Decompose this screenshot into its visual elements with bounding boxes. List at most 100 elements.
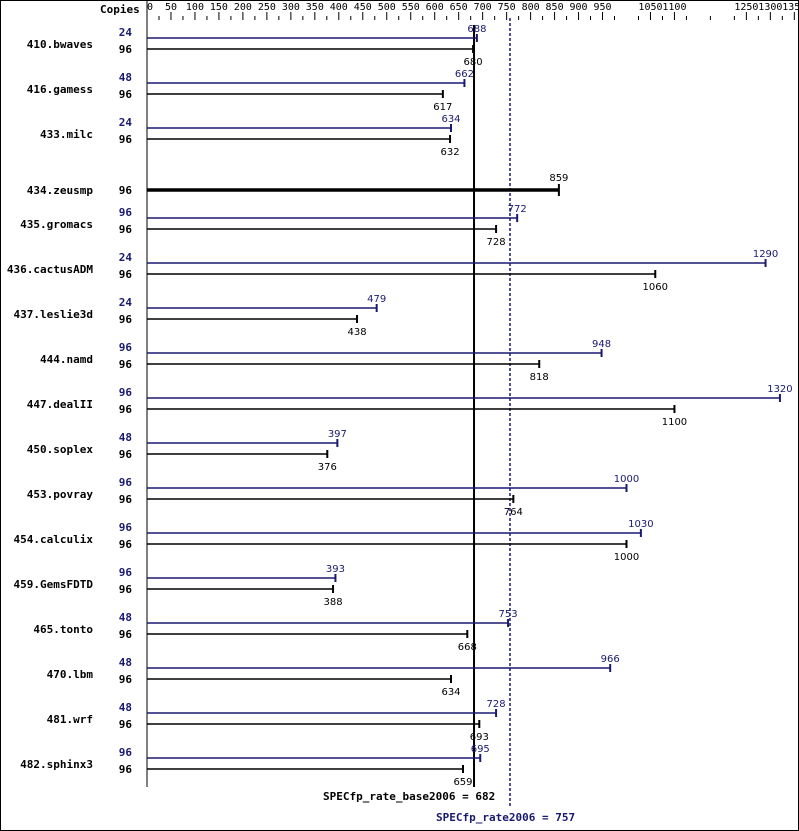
- peak-value-label: 1320: [767, 384, 792, 395]
- benchmark-label: 453.povray: [27, 488, 94, 501]
- benchmark-row: 435.gromacs 96 772 96 728: [20, 204, 527, 248]
- x-tick-label: 850: [546, 2, 564, 13]
- peak-value-label: 753: [499, 609, 518, 620]
- copies-header: Copies: [100, 3, 140, 16]
- benchmark-label: 482.sphinx3: [20, 758, 93, 771]
- benchmark-row: 465.tonto 48 753 96 668: [33, 609, 517, 653]
- benchmark-row: 416.gamess 48 662 96 617: [27, 69, 474, 113]
- x-tick-label: 50: [165, 2, 177, 13]
- peak-copies-label: 96: [119, 746, 133, 759]
- peak-value-label: 772: [508, 204, 527, 215]
- base-copies-label: 96: [119, 223, 133, 236]
- base-copies-label: 96: [119, 133, 133, 146]
- peak-copies-label: 24: [119, 296, 133, 309]
- base-value-label: 764: [504, 507, 523, 518]
- bars: 410.bwaves 24 688 96 680 416.gamess 48 662 96 617…: [7, 24, 793, 788]
- x-tick-label: 100: [186, 2, 204, 13]
- benchmark-row: 447.dealII 96 1320 96 1100: [27, 384, 793, 428]
- base-value-label: 388: [323, 597, 342, 608]
- peak-copies-label: 48: [119, 431, 132, 444]
- peak-value-label: 695: [471, 744, 490, 755]
- base-value-label: 1060: [643, 282, 668, 293]
- x-tick-label: 250: [258, 2, 276, 13]
- base-value-label: 376: [318, 462, 337, 473]
- base-value-label: 1000: [614, 552, 639, 563]
- base-value-label: 1100: [662, 417, 687, 428]
- base-copies-label: 96: [119, 403, 133, 416]
- peak-value-label: 1000: [614, 474, 639, 485]
- base-copies-label: 96: [119, 673, 133, 686]
- peak-value-label: 688: [467, 24, 486, 35]
- benchmark-row: 454.calculix 96 1030 96 1000: [14, 519, 654, 563]
- peak-copies-label: 48: [119, 701, 132, 714]
- base-copies-label: 96: [119, 88, 133, 101]
- base-value-label: 617: [433, 102, 452, 113]
- peak-value-label: 397: [328, 429, 347, 440]
- base-copies-label: 96: [119, 583, 133, 596]
- benchmark-label: 454.calculix: [14, 533, 94, 546]
- base-value-label: 634: [441, 687, 460, 698]
- peak-copies-label: 24: [119, 26, 133, 39]
- benchmark-row: 459.GemsFDTD 96 393 96 388: [14, 564, 345, 608]
- benchmark-label: 437.leslie3d: [14, 308, 93, 321]
- benchmark-row: 482.sphinx3 96 695 96 659: [20, 744, 490, 788]
- benchmark-row: 450.soplex 48 397 96 376: [27, 429, 347, 473]
- x-tick-label: 500: [378, 2, 396, 13]
- x-axis: 0 50 100 150 200 250 300 350 400 450 500 550 600 650 7…: [146, 1, 799, 787]
- peak-value-label: 1030: [628, 519, 653, 530]
- base-copies-label: 96: [119, 184, 133, 197]
- peak-copies-label: 96: [119, 386, 133, 399]
- benchmark-label: 410.bwaves: [27, 38, 93, 51]
- base-value-label: 818: [530, 372, 549, 383]
- peak-copies-label: 48: [119, 611, 132, 624]
- base-value-label: 659: [453, 777, 472, 788]
- base-summary-label: SPECfp_rate_base2006 = 682: [323, 790, 495, 803]
- peak-value-label: 479: [367, 294, 386, 305]
- x-tick-label: 1300: [758, 2, 782, 13]
- benchmark-label: 434.zeusmp: [27, 184, 94, 197]
- x-tick-label: 550: [402, 2, 420, 13]
- peak-value-label: 948: [592, 339, 611, 350]
- peak-copies-label: 48: [119, 71, 132, 84]
- base-copies-label: 96: [119, 448, 133, 461]
- peak-copies-label: 96: [119, 341, 133, 354]
- base-value-label: 668: [458, 642, 477, 653]
- peak-copies-label: 96: [119, 206, 133, 219]
- x-tick-label: 800: [522, 2, 540, 13]
- x-tick-label: 450: [354, 2, 372, 13]
- peak-copies-label: 24: [119, 116, 133, 129]
- benchmark-row: 470.lbm 48 966 96 634: [47, 654, 620, 698]
- peak-copies-label: 96: [119, 566, 133, 579]
- base-value-label: 728: [487, 237, 506, 248]
- benchmark-row: 410.bwaves 24 688 96 680: [27, 24, 487, 68]
- x-tick-label: 1100: [662, 2, 686, 13]
- base-value-label: 680: [464, 57, 483, 68]
- benchmark-row: 436.cactusADM 24 1290 96 1060: [7, 249, 778, 293]
- x-tick-label: 950: [593, 2, 611, 13]
- benchmark-label: 416.gamess: [27, 83, 93, 96]
- base-value-label: 859: [549, 173, 568, 184]
- base-value-label: 693: [470, 732, 489, 743]
- peak-copies-label: 96: [119, 476, 133, 489]
- benchmark-row: 433.milc 24 634 96 632: [40, 114, 461, 158]
- benchmark-row: 434.zeusmp 96 859: [27, 173, 569, 197]
- x-tick-label: 1250: [734, 2, 758, 13]
- benchmark-label: 435.gromacs: [20, 218, 93, 231]
- peak-value-label: 634: [441, 114, 460, 125]
- benchmark-row: 444.namd 96 948 96 818: [40, 339, 611, 383]
- benchmark-label: 459.GemsFDTD: [14, 578, 94, 591]
- peak-value-label: 662: [455, 69, 474, 80]
- x-tick-label: 750: [498, 2, 516, 13]
- peak-value-label: 728: [487, 699, 506, 710]
- benchmark-row: 453.povray 96 1000 96 764: [27, 474, 639, 518]
- base-copies-label: 96: [119, 268, 133, 281]
- x-tick-label: 900: [570, 2, 588, 13]
- base-copies-label: 96: [119, 718, 133, 731]
- peak-value-label: 393: [326, 564, 345, 575]
- benchmark-label: 436.cactusADM: [7, 263, 93, 276]
- x-tick-label: 350: [306, 2, 324, 13]
- benchmark-label: 465.tonto: [33, 623, 93, 636]
- benchmark-label: 450.soplex: [27, 443, 94, 456]
- peak-summary-label: SPECfp_rate2006 = 757: [436, 811, 575, 824]
